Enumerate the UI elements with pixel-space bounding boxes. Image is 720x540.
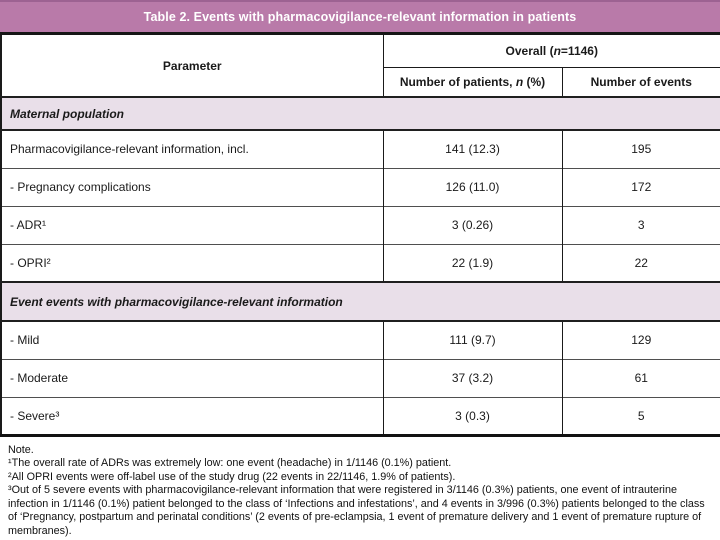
row-label: - Moderate — [1, 358, 383, 397]
patients-value: 37 (3.2) — [382, 358, 562, 397]
patients-value: 22 (1.9) — [382, 243, 562, 282]
table-row: - ADR¹ 3 (0.26) 3 — [1, 205, 720, 244]
row-label: - Mild — [1, 320, 383, 359]
data-table: Parameter Overall (n=1146) Number of pat… — [0, 35, 720, 437]
events-value: 3 — [561, 205, 720, 244]
col-header-patients: Number of patients, n (%) — [383, 67, 562, 97]
events-value: 172 — [561, 167, 720, 206]
row-label: - OPRI² — [1, 243, 383, 282]
row-label: - ADR¹ — [1, 205, 383, 244]
section-row-event-severity: Event events with pharmacovigilance-rele… — [1, 281, 720, 322]
table-title-bar: Table 2. Events with pharmacovigilance-r… — [0, 0, 720, 35]
section-header-maternal-population: Maternal population — [1, 96, 720, 131]
footnote-2: ²All OPRI events were off-label use of t… — [8, 470, 456, 483]
events-value: 5 — [561, 396, 720, 435]
footnote-3: ³Out of 5 severe events with pharmacovig… — [8, 484, 705, 538]
table-row: - Moderate 37 (3.2) 61 — [1, 358, 720, 397]
patients-value: 111 (9.7) — [382, 320, 562, 359]
patients-header-suffix: (%) — [523, 74, 546, 89]
table-row: - OPRI² 22 (1.9) 22 — [1, 243, 720, 282]
patients-value: 126 (11.0) — [382, 167, 562, 206]
section-row-maternal-population: Maternal population — [1, 96, 720, 131]
patients-value: 3 (0.3) — [382, 396, 562, 435]
table-row: - Pregnancy complications 126 (11.0) 172 — [1, 167, 720, 206]
table-row: Pharmacovigilance-relevant information, … — [1, 129, 720, 168]
section-header-event-severity: Event events with pharmacovigilance-rele… — [1, 281, 720, 322]
overall-header-n-italic: n — [553, 43, 561, 58]
events-value: 129 — [561, 320, 720, 359]
col-header-parameter: Parameter — [1, 35, 384, 97]
table-title: Table 2. Events with pharmacovigilance-r… — [143, 10, 577, 24]
row-label: Pharmacovigilance-relevant information, … — [1, 129, 383, 168]
row-label: - Severe³ — [1, 396, 383, 435]
col-header-overall: Overall (n=1146) — [383, 35, 720, 68]
overall-header-prefix: Overall ( — [505, 43, 554, 58]
patients-header-n-italic: n — [515, 74, 524, 89]
patients-header-prefix: Number of patients, — [399, 74, 516, 89]
notes-heading: Note. — [8, 443, 34, 456]
events-value: 61 — [561, 358, 720, 397]
notes-block: Note. ¹The overall rate of ADRs was extr… — [0, 437, 720, 539]
footnote-1: ¹The overall rate of ADRs was extremely … — [8, 457, 452, 470]
table-row: - Severe³ 3 (0.3) 5 — [1, 396, 720, 435]
col-header-events: Number of events — [561, 67, 720, 97]
overall-header-suffix: =1146) — [560, 43, 598, 58]
patients-value: 141 (12.3) — [382, 129, 562, 168]
table-row: - Mild 111 (9.7) 129 — [1, 320, 720, 359]
events-value: 195 — [561, 129, 720, 168]
row-label: - Pregnancy complications — [1, 167, 383, 206]
events-value: 22 — [561, 243, 720, 282]
patients-value: 3 (0.26) — [382, 205, 562, 244]
